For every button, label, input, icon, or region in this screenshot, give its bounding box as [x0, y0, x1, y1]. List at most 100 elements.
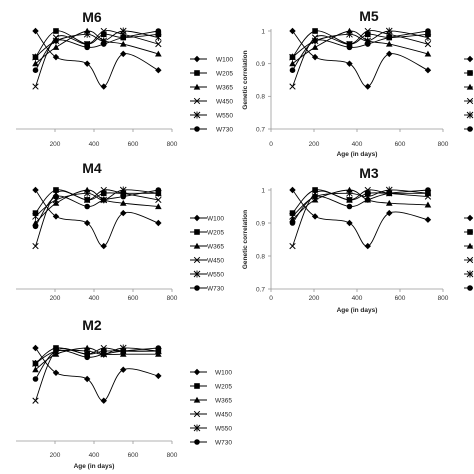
- data-point: [83, 189, 91, 197]
- data-point: [346, 196, 353, 204]
- series-w100: [32, 186, 162, 250]
- data-point: [386, 34, 393, 41]
- data-point: [385, 40, 393, 47]
- data-point: [119, 40, 127, 47]
- data-point: [53, 193, 59, 200]
- x-tick-label: 200: [50, 141, 61, 148]
- y-tick-label: 0.9: [256, 61, 265, 68]
- panel-title: M6: [82, 9, 102, 25]
- data-point: [53, 28, 59, 34]
- data-point: [346, 219, 353, 227]
- data-point: [289, 186, 296, 194]
- legend-marker: [194, 229, 200, 235]
- series-line: [35, 347, 159, 402]
- series-line: [35, 30, 159, 58]
- x-axis-label: Age (in days): [337, 307, 378, 314]
- data-point: [53, 38, 59, 44]
- series-w100: [32, 27, 162, 90]
- chart-panel-m5: M5 0.7 0.8 0.9 1 0 200 400 600 800 Age (in days) Ge…: [242, 8, 474, 158]
- data-point: [364, 83, 371, 90]
- data-point: [346, 30, 353, 38]
- panel-title: M5: [359, 8, 379, 24]
- data-point: [289, 67, 296, 73]
- data-point: [289, 212, 296, 220]
- legend-label: W550: [207, 271, 224, 278]
- data-point: [100, 186, 107, 194]
- data-point: [424, 40, 432, 48]
- data-point: [84, 203, 90, 210]
- chart-panel-m6: M6 200 400 600 800 W100 W205 W365 W450 W550 W730: [16, 9, 233, 148]
- legend-label: W100: [216, 56, 233, 63]
- data-point: [32, 83, 39, 90]
- x-tick-label: 400: [89, 452, 100, 459]
- data-point: [424, 216, 432, 223]
- legend-marker: [467, 285, 473, 291]
- legend: [464, 55, 474, 132]
- data-point: [83, 60, 91, 67]
- data-point: [32, 53, 39, 61]
- data-point: [346, 203, 353, 210]
- y-tick-label: 0.7: [256, 126, 265, 133]
- data-point: [311, 44, 319, 50]
- x-tick-label: 400: [352, 141, 363, 148]
- data-point: [155, 196, 162, 204]
- y-axis-label: Genetic correlation: [242, 210, 249, 269]
- x-tick-label: 800: [167, 452, 178, 459]
- x-tick-label: 800: [438, 141, 449, 148]
- series-line: [35, 189, 159, 217]
- data-point: [289, 242, 296, 250]
- data-point: [100, 190, 107, 197]
- data-point: [83, 347, 91, 355]
- legend-marker: [193, 410, 201, 418]
- data-point: [364, 27, 371, 35]
- data-point: [312, 187, 318, 193]
- legend-marker: [466, 111, 474, 119]
- data-point: [155, 345, 162, 351]
- legend-label: W550: [216, 112, 233, 119]
- panel-title: M4: [82, 160, 102, 176]
- legend-marker: [193, 214, 201, 222]
- data-point: [424, 67, 432, 74]
- data-point: [364, 242, 371, 250]
- legend-marker: [193, 368, 201, 376]
- panel-title: M3: [359, 165, 379, 181]
- data-point: [32, 376, 39, 382]
- data-point: [32, 67, 39, 73]
- legend-marker: [193, 55, 201, 63]
- y-tick-label: 0.8: [256, 94, 265, 101]
- legend-label: W205: [216, 70, 233, 77]
- x-tick-label: 600: [128, 295, 139, 302]
- data-point: [289, 220, 296, 226]
- x-tick-label: 400: [89, 295, 100, 302]
- x-tick-label: 600: [128, 452, 139, 459]
- series-w100: [289, 27, 432, 90]
- data-point: [424, 201, 432, 208]
- legend-label: W205: [207, 229, 224, 236]
- series-line: [292, 189, 428, 247]
- data-point: [386, 50, 393, 58]
- series-w100: [289, 186, 432, 250]
- x-tick-label: 400: [89, 141, 100, 148]
- data-point: [53, 187, 59, 193]
- x-tick-label: 200: [309, 141, 320, 148]
- series-w730: [32, 345, 162, 382]
- legend-label: W365: [215, 397, 232, 404]
- series-w730: [289, 187, 431, 226]
- data-point: [364, 186, 371, 194]
- data-point: [424, 50, 432, 57]
- x-tick-label: 400: [352, 295, 363, 302]
- data-point: [32, 60, 39, 67]
- data-point: [100, 197, 107, 203]
- data-point: [346, 60, 353, 67]
- legend-marker: [193, 97, 201, 105]
- data-point: [312, 193, 318, 200]
- data-point: [289, 60, 296, 67]
- legend-marker: [466, 270, 474, 278]
- data-point: [32, 223, 39, 230]
- x-tick-label: 600: [128, 141, 139, 148]
- data-point: [119, 27, 127, 35]
- data-point: [155, 203, 162, 210]
- data-point: [364, 41, 371, 47]
- legend-marker: [467, 126, 473, 132]
- data-point: [289, 83, 296, 90]
